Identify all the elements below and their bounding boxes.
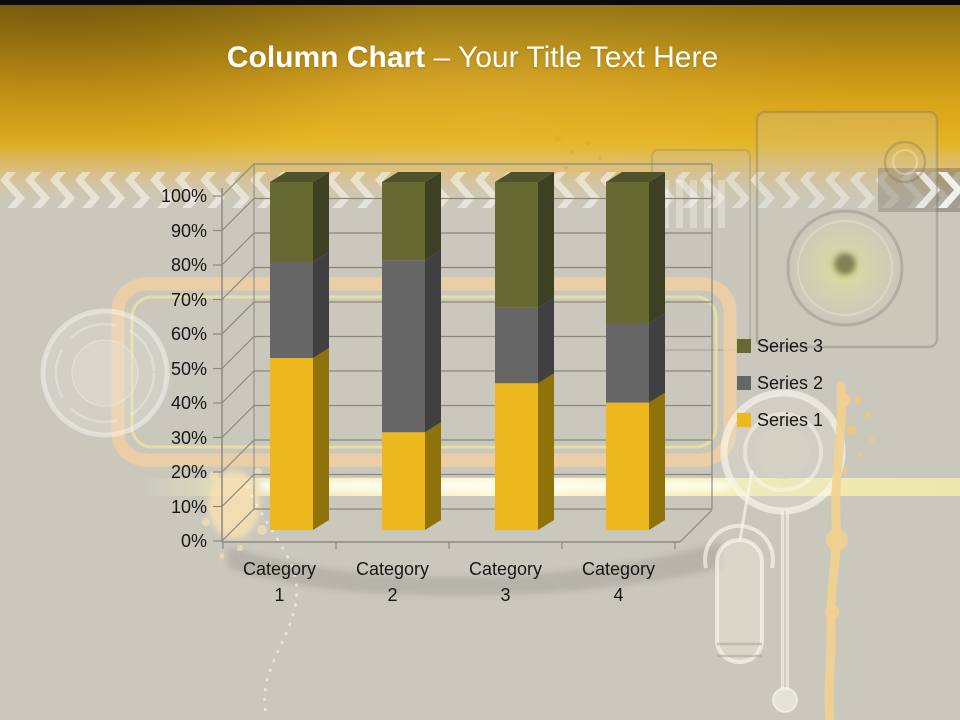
y-axis-tick-label: 60% [170,324,207,344]
bar-segment-side [313,172,329,262]
grid-line [221,508,255,542]
legend-label: Series 1 [757,409,824,430]
y-axis-tick-label: 0% [180,531,207,551]
bar-segment-side [649,172,665,324]
title-rest-part: – Your Title Text Here [433,41,719,74]
dotted-cable [245,485,298,715]
y-axis-tick-label: 20% [170,462,207,482]
chevron-band [0,172,960,208]
grid-line [221,267,255,300]
grid-line [221,336,255,369]
y-axis-tick-label: 90% [170,220,207,241]
y-axis-tick-label: 70% [170,289,207,310]
x-axis-category-label: Category 1 [242,559,317,605]
y-axis-tick-label: 100% [160,186,207,206]
x-axis-category-label: Category 3 [468,559,543,605]
shadow-swoosh [228,542,722,596]
bar-segment-front-series3-cat3 [495,182,538,308]
grid-line [221,198,255,231]
bar-top-face [495,172,554,182]
legend-item: Series 2 [737,373,823,393]
legend-item: Series 3 [737,336,823,356]
bar-segment-side [313,252,329,358]
bar-segment-side [649,313,665,403]
y-axis-tick-label: 40% [170,393,207,413]
y-axis-tick-label: 10% [170,496,207,517]
microphone-icon [703,469,775,664]
legend-label: Series 3 [757,335,824,356]
bar-segment-side [649,392,665,530]
y-axis-tick-label: 50% [170,358,207,379]
bar-segment-front-series1-cat2 [382,432,425,530]
bar-segment-side [425,422,441,530]
y-axis-tick-label: 30% [170,427,207,448]
bar-segment-side [425,172,441,261]
grid-line [221,232,255,266]
legend-item: Series 1 [737,410,823,430]
x-axis-category-label: Category 2 [355,559,430,605]
bar-segment-side [313,348,329,530]
legend-swatch [737,376,751,390]
y-axis-tick-label: 80% [170,255,207,275]
bar-segment-side [538,373,554,530]
bar-segment-side [538,297,554,384]
x-axis-category-label: Category 4 [581,559,656,605]
legend-swatch [737,413,751,427]
bar-segment-front-series2-cat1 [270,262,313,358]
grid-line [679,509,713,543]
bar-segment-front-series3-cat4 [606,182,649,324]
chevron-right-icon [915,172,960,208]
grid-line [221,439,255,473]
knob-circle [40,308,170,438]
legend-swatch [737,339,751,353]
bar-segment-front-series2-cat3 [495,307,538,384]
grid-line [221,370,255,404]
ghost-speaker-panel [651,110,939,351]
bar-segment-side [425,250,441,433]
bar-segment-front-series3-cat2 [382,182,425,261]
grid-line [221,405,255,438]
bar-segment-side [538,172,554,308]
slide-top-border [0,0,960,5]
bar-top-face [606,172,665,182]
bar-segment-front-series2-cat4 [606,323,649,403]
grid-line [221,301,255,335]
gold-speckles [555,135,602,174]
paint-drip [824,381,875,720]
grid-line [221,163,255,197]
title-bold-part: Column Chart [226,41,426,74]
bar-segment-front-series1-cat4 [606,402,649,530]
bar-segment-front-series2-cat2 [382,260,425,433]
stacked-column-chart [213,163,713,549]
legend-label: Series 2 [757,372,824,393]
bar-segment-front-series1-cat3 [495,383,538,530]
bar-top-face [270,172,329,182]
bar-segment-front-series3-cat1 [270,182,313,262]
slide-title: Column Chart – Your Title Text Here [0,41,945,75]
grid-line [221,474,255,507]
bar-segment-front-series1-cat1 [270,358,313,530]
bar-top-face [382,172,441,182]
